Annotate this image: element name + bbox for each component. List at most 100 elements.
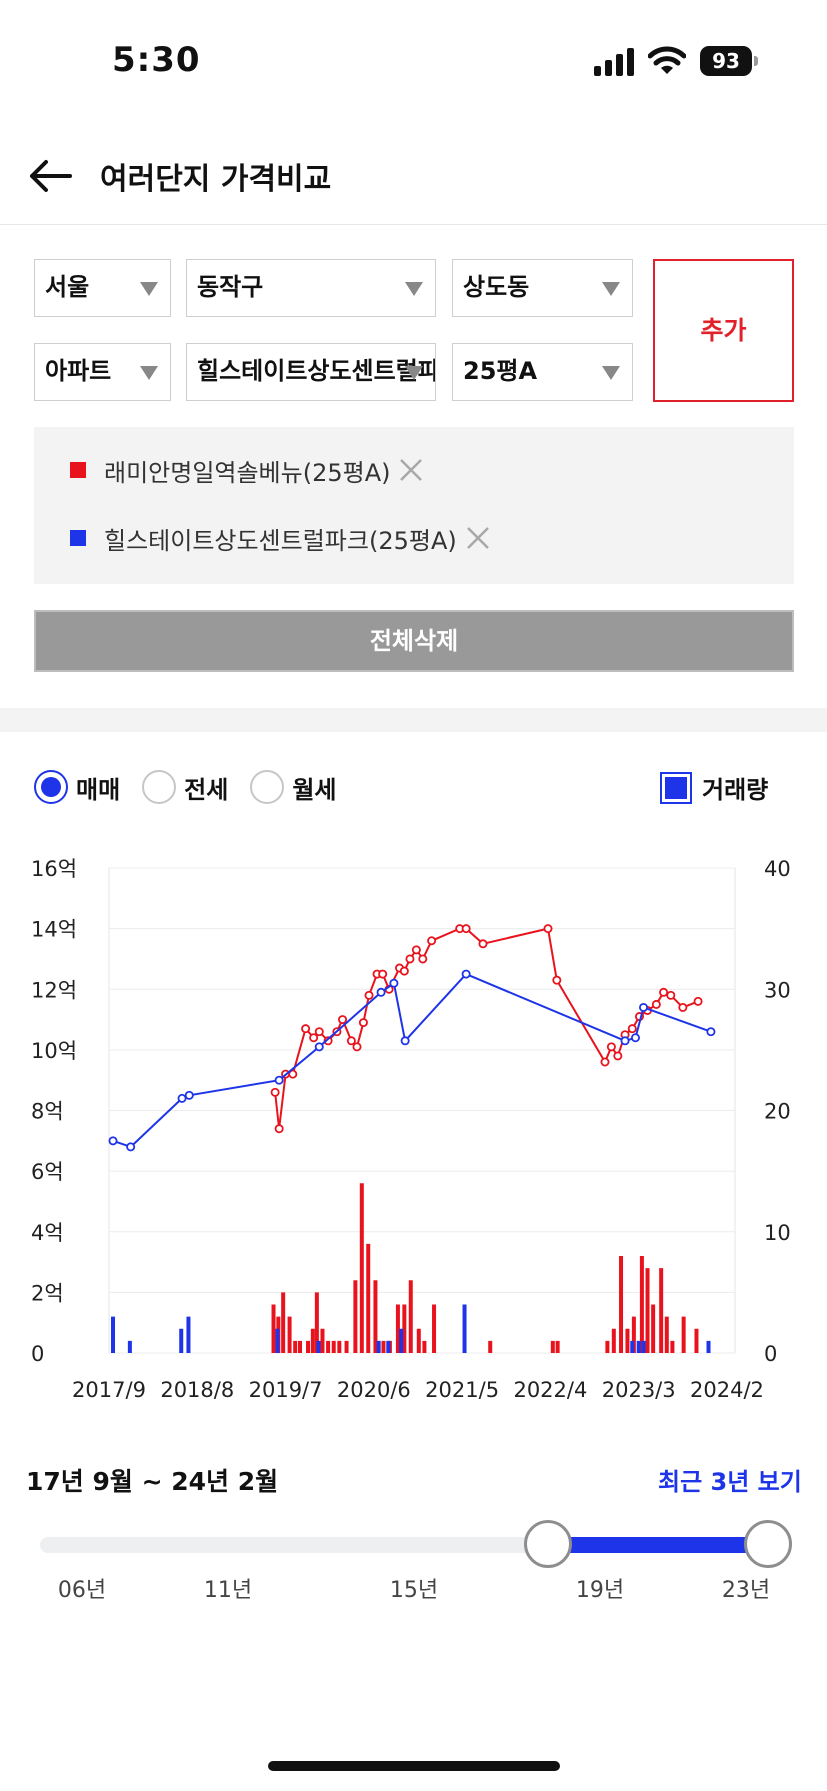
price-point-blue	[376, 987, 386, 997]
volume-bar-blue	[376, 1340, 381, 1353]
price-point-red	[309, 1033, 319, 1043]
price-point-red	[411, 945, 421, 955]
price-point-red	[323, 1036, 333, 1046]
radio-jeonse-label: 전세	[184, 775, 229, 804]
price-point-red	[606, 1042, 616, 1052]
volume-bar-red	[271, 1304, 276, 1353]
wifi-icon	[648, 46, 686, 74]
volume-bar-red	[344, 1340, 349, 1353]
add-button[interactable]: 추가	[653, 259, 794, 402]
complex-select[interactable]: 힐스테이트상도센트럴파크	[186, 343, 436, 401]
size-select-value: 25평A	[463, 357, 538, 385]
slider-selected-range	[547, 1537, 768, 1553]
volume-toggle[interactable]: 거래량	[660, 770, 768, 805]
radio-jeonse[interactable]: 전세	[142, 770, 228, 805]
y-left-tick-label: 10억	[31, 1039, 77, 1063]
volume-bar-red	[550, 1340, 555, 1353]
volume-bar-blue	[186, 1316, 191, 1353]
price-point-red	[358, 1018, 368, 1028]
dong-select[interactable]: 상도동	[452, 259, 633, 317]
price-volume-chart: 0 2억 4억 6억 8억 10억 12억 14억 16억 0 10 20 30 40 2017/9 2018…	[31, 857, 791, 1402]
x-tick-label: 2024/2	[690, 1378, 764, 1402]
x-tick-label: 2018/8	[160, 1378, 234, 1402]
volume-bar-red	[645, 1268, 650, 1353]
volume-bar-blue	[630, 1340, 635, 1353]
price-point-red	[613, 1051, 623, 1061]
volume-bar-red	[619, 1256, 624, 1353]
volume-bar-blue	[179, 1328, 184, 1353]
volume-checkbox[interactable]	[660, 771, 692, 804]
price-point-red	[461, 924, 471, 934]
radio-monthly-rent-label: 월세	[292, 775, 337, 804]
dropdown-arrow-icon	[405, 366, 423, 380]
dropdown-arrow-icon	[140, 366, 158, 380]
dropdown-arrow-icon	[602, 366, 620, 380]
recent-3-years-link[interactable]: 최근 3년 보기	[658, 1468, 802, 1496]
radio-monthly-rent-circle[interactable]	[250, 770, 285, 804]
volume-bar-red	[651, 1304, 656, 1353]
volume-bar-red	[395, 1304, 400, 1353]
y-left-tick-label: 6억	[31, 1160, 64, 1184]
x-tick-label: 2021/5	[425, 1378, 499, 1402]
volume-bar-red	[373, 1280, 378, 1353]
y-left-tick-label: 0	[31, 1342, 44, 1366]
radio-sale-circle[interactable]	[34, 770, 68, 804]
size-select[interactable]: 25평A	[452, 343, 633, 401]
legend-swatch-blue	[70, 530, 86, 546]
x-tick-label: 2022/4	[513, 1378, 587, 1402]
price-point-blue	[630, 1033, 640, 1043]
remove-icon[interactable]	[463, 523, 493, 553]
volume-bar-red	[402, 1304, 407, 1353]
price-line-blue	[112, 972, 712, 1149]
y-right-tick-label: 40	[764, 857, 791, 881]
volume-bar-red	[416, 1328, 421, 1353]
slider-end-handle[interactable]	[743, 1520, 792, 1568]
status-time: 5:30	[112, 40, 201, 80]
dong-select-value: 상도동	[463, 273, 530, 301]
volume-bar-red	[326, 1340, 331, 1353]
slider-tick-labels: 06년 11년 15년 19년 23년	[0, 1572, 827, 1603]
dropdown-arrow-icon	[602, 282, 620, 296]
y-right-tick-label: 0	[764, 1342, 777, 1366]
price-point-red	[301, 1024, 311, 1034]
price-point-blue	[274, 1075, 284, 1085]
selected-complex-list: 래미안명일역솔베뉴(25평A) 힐스테이트상도센트럴파크(25평A)	[34, 427, 794, 584]
volume-bar-red	[293, 1340, 298, 1353]
price-point-red	[405, 954, 415, 964]
property-type-select[interactable]: 아파트	[34, 343, 171, 401]
selected-complex-item: 래미안명일역솔베뉴(25평A)	[70, 453, 426, 487]
slider-start-handle[interactable]	[523, 1520, 572, 1568]
price-point-blue	[126, 1142, 136, 1152]
district-select[interactable]: 동작구	[186, 259, 436, 317]
price-point-red	[659, 987, 669, 997]
volume-bar-red	[681, 1316, 686, 1353]
date-range-label: 17년 9월 ~ 24년 2월	[26, 1467, 279, 1496]
volume-bar-blue	[706, 1340, 711, 1353]
volume-bar-red	[331, 1340, 336, 1353]
price-point-blue	[400, 1036, 410, 1046]
price-point-red	[693, 996, 703, 1006]
back-arrow-icon[interactable]	[26, 156, 74, 196]
radio-sale[interactable]: 매매	[34, 770, 120, 805]
y-left-tick-label: 4억	[31, 1221, 64, 1245]
volume-bar-red	[670, 1340, 675, 1353]
price-point-red	[627, 1024, 637, 1034]
selected-complex-item: 힐스테이트상도센트럴파크(25평A)	[70, 521, 493, 555]
radio-monthly-rent[interactable]: 월세	[250, 770, 337, 805]
remove-icon[interactable]	[396, 455, 426, 485]
period-range-slider[interactable]	[40, 1520, 792, 1570]
price-point-blue	[314, 1042, 324, 1052]
volume-bar-red	[310, 1328, 315, 1353]
y-right-tick-label: 30	[764, 978, 791, 1002]
clear-all-button[interactable]: 전체삭제	[34, 610, 794, 672]
legend-swatch-red	[70, 462, 86, 478]
radio-jeonse-circle[interactable]	[142, 770, 177, 804]
volume-bar-red	[694, 1328, 699, 1353]
selected-complex-label: 힐스테이트상도센트럴파크(25평A)	[104, 526, 457, 555]
cellular-signal-icon	[594, 48, 634, 76]
x-tick-label: 2020/6	[337, 1378, 411, 1402]
price-point-red	[543, 924, 553, 934]
price-point-blue	[461, 969, 471, 979]
volume-bar-red	[639, 1256, 644, 1353]
city-select[interactable]: 서울	[34, 259, 171, 317]
